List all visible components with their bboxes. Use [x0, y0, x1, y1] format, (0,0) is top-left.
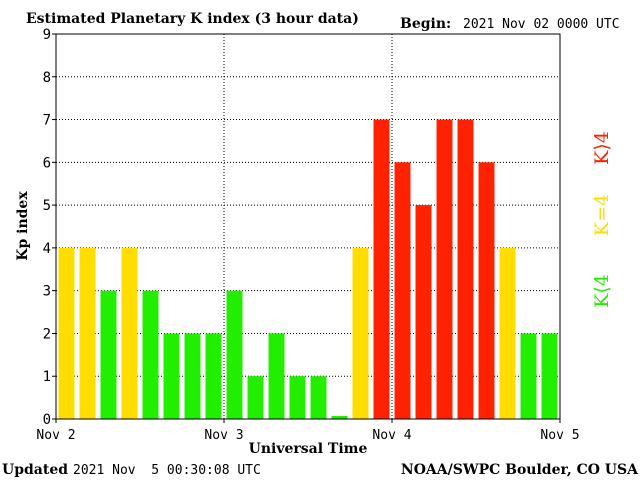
kp-bar — [163, 333, 180, 419]
y-tick-label: 8 — [43, 70, 51, 86]
x-axis-label: Universal Time — [249, 441, 368, 457]
y-tick-label: 4 — [43, 241, 51, 257]
kp-bar — [520, 333, 537, 419]
kp-bar — [499, 247, 516, 419]
kp-bar — [415, 205, 432, 419]
begin-label: Begin: — [400, 16, 451, 32]
kp-bar — [289, 376, 306, 419]
x-tick-label: Nov 4 — [372, 428, 411, 443]
legend-equal: K=4 — [591, 194, 613, 236]
kp-bar — [142, 290, 159, 419]
kp-bar — [121, 247, 138, 419]
y-axis-ticks: 0 1 2 3 4 5 6 7 8 9 — [43, 27, 56, 428]
kp-bar — [478, 162, 495, 420]
x-tick-label: Nov 5 — [540, 428, 579, 443]
y-tick-label: 0 — [43, 412, 51, 428]
kp-bar — [268, 333, 285, 419]
updated-value: 2021 Nov 5 00:30:08 UTC — [73, 463, 261, 478]
grid-lines — [56, 34, 560, 419]
source-credit: NOAA/SWPC Boulder, CO USA — [401, 462, 639, 478]
kp-bar — [373, 119, 390, 420]
kp-bar — [310, 376, 327, 419]
y-tick-label: 6 — [43, 155, 51, 171]
kp-bar — [436, 119, 453, 420]
legend-high: K⟩4 — [591, 131, 613, 165]
kp-bar — [79, 247, 96, 419]
kp-bar — [541, 333, 558, 419]
updated-label: Updated — [2, 462, 68, 478]
kp-bar — [184, 333, 201, 419]
kp-bar — [352, 247, 369, 419]
y-tick-label: 5 — [43, 198, 51, 214]
bars — [58, 119, 558, 420]
y-tick-label: 3 — [43, 284, 51, 300]
kp-bar — [100, 290, 117, 419]
kp-bar — [205, 333, 222, 419]
kp-bar — [226, 290, 243, 419]
kp-bar — [331, 416, 348, 419]
kp-bar — [457, 119, 474, 420]
x-tick-label: Nov 2 — [36, 428, 75, 443]
y-tick-label: 9 — [43, 27, 51, 43]
begin-value: 2021 Nov 02 0000 UTC — [463, 17, 620, 32]
kp-bar — [394, 162, 411, 420]
x-tick-label: Nov 3 — [204, 428, 243, 443]
y-axis-label: Kp index — [15, 191, 31, 261]
y-tick-label: 7 — [43, 113, 51, 129]
kp-bar — [247, 376, 264, 419]
legend-low: K⟨4 — [591, 274, 613, 308]
y-tick-label: 1 — [43, 369, 51, 385]
y-tick-label: 2 — [43, 326, 51, 342]
chart-title: Estimated Planetary K index (3 hour data… — [26, 11, 359, 27]
plot-frame — [55, 33, 561, 420]
x-axis-ticks: Nov 2 Nov 3 Nov 4 Nov 5 — [36, 419, 580, 443]
kp-bar — [58, 247, 75, 419]
